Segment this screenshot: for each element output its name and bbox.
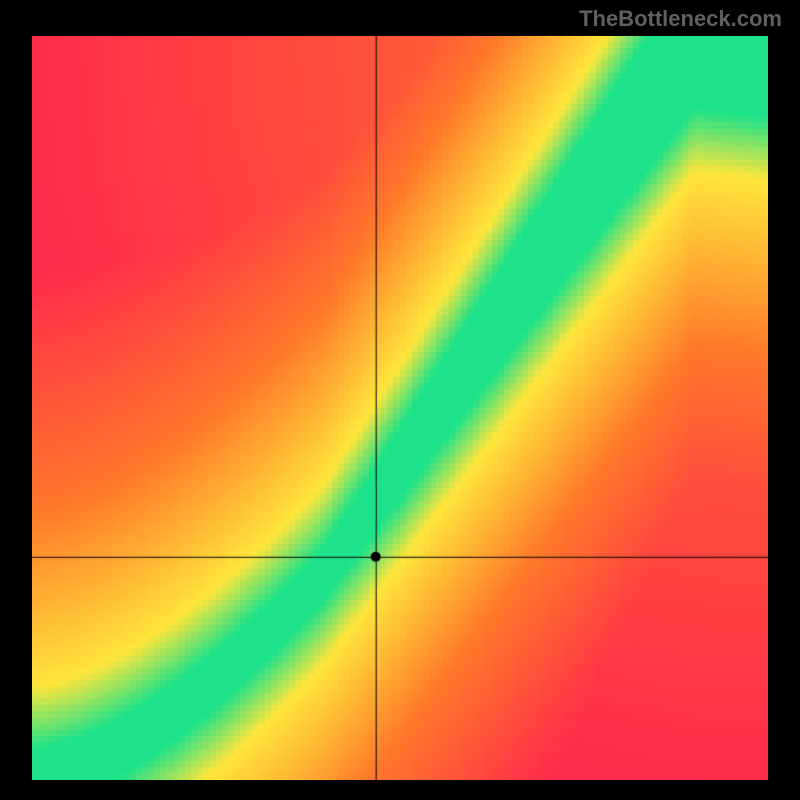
heatmap-canvas — [32, 36, 768, 780]
watermark-text: TheBottleneck.com — [579, 6, 782, 32]
chart-container: TheBottleneck.com — [0, 0, 800, 800]
plot-area — [32, 36, 768, 780]
